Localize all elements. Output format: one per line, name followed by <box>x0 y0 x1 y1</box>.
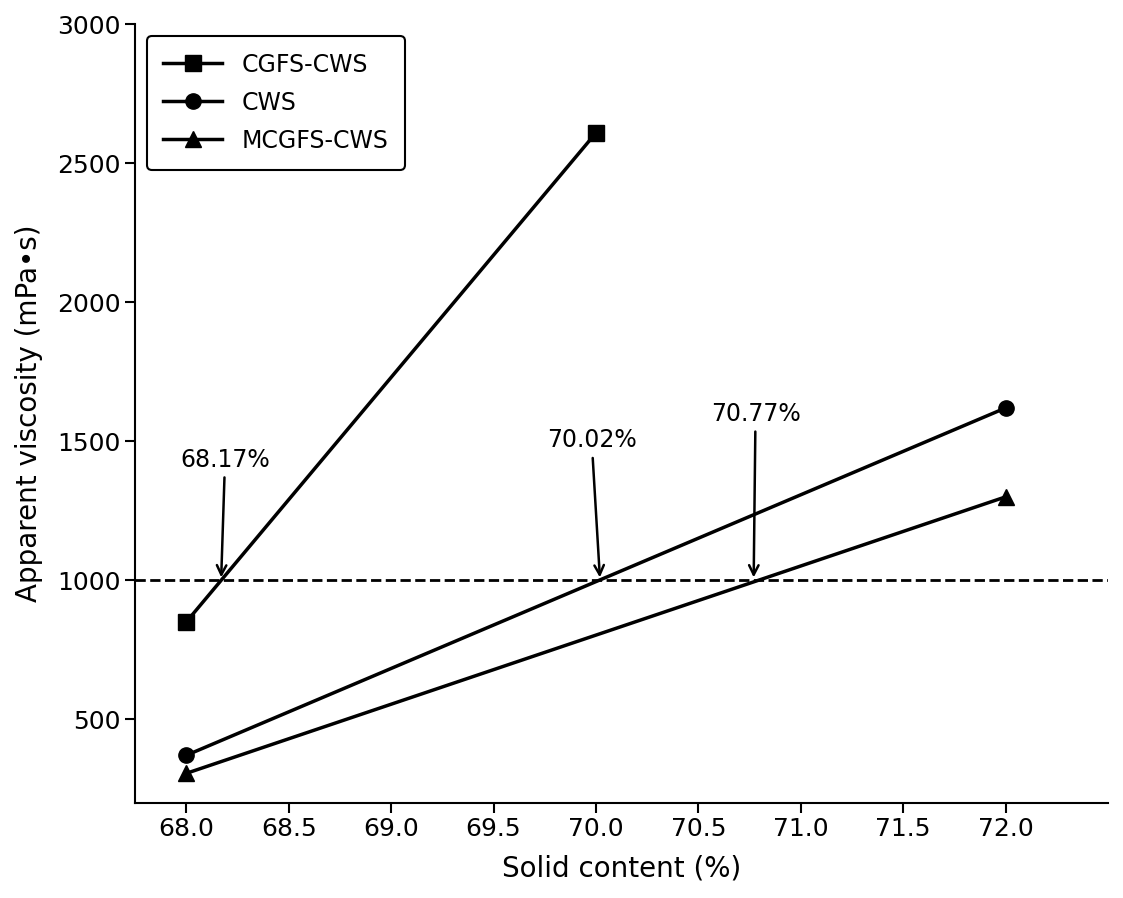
Y-axis label: Apparent viscosity (mPa•s): Apparent viscosity (mPa•s) <box>15 224 43 603</box>
Legend: CGFS-CWS, CWS, MCGFS-CWS: CGFS-CWS, CWS, MCGFS-CWS <box>147 36 404 170</box>
X-axis label: Solid content (%): Solid content (%) <box>502 855 741 883</box>
CGFS-CWS <box>180 617 193 628</box>
Text: 70.77%: 70.77% <box>711 402 801 575</box>
Text: 70.02%: 70.02% <box>547 428 637 575</box>
CGFS-CWS <box>590 128 603 138</box>
Line: CGFS-CWS: CGFS-CWS <box>179 125 603 629</box>
Text: 68.17%: 68.17% <box>180 448 270 575</box>
